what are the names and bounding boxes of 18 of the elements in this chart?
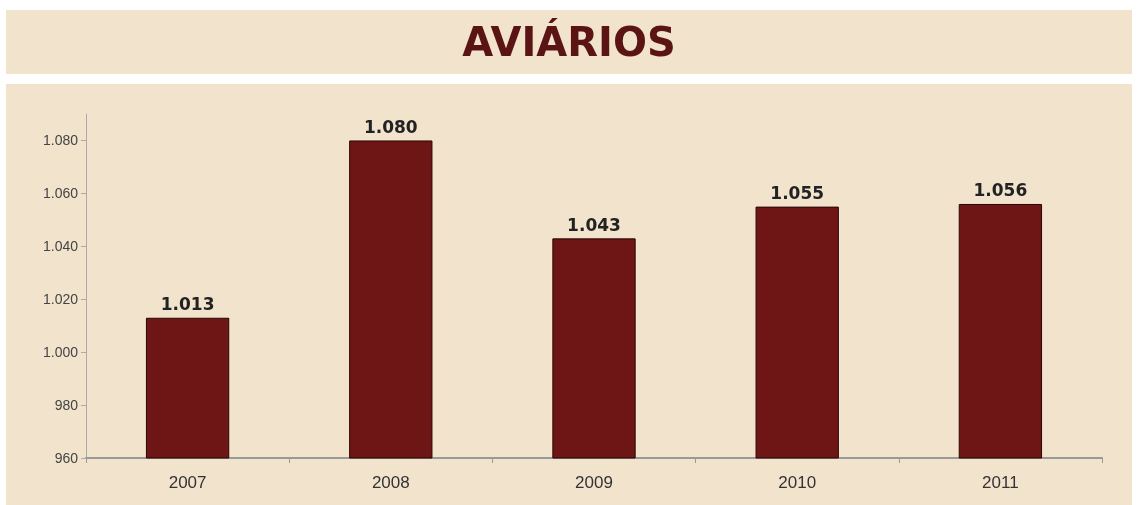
y-tick-label: 1.000	[42, 344, 79, 361]
y-tick-label: 1.080	[42, 132, 79, 149]
x-tick-label: 2011	[982, 473, 1019, 492]
x-tick-label: 2008	[371, 473, 410, 492]
x-tick-label: 2010	[778, 473, 817, 492]
y-tick-label: 1.040	[42, 238, 79, 255]
chart-title: AVIÁRIOS	[6, 10, 1132, 74]
y-tick-label: 960	[54, 450, 79, 466]
x-tick-label: 2009	[575, 473, 613, 492]
data-label: 1.013	[160, 294, 215, 315]
data-label: 1.043	[567, 214, 621, 235]
data-label: 1.080	[363, 116, 418, 137]
data-label: 1.055	[770, 183, 825, 204]
y-tick-label: 1.060	[42, 185, 79, 202]
data-label: 1.056	[973, 180, 1028, 201]
x-tick-label: 2007	[168, 473, 207, 492]
y-tick-label: 1.020	[42, 291, 79, 308]
y-tick-label: 980	[54, 397, 79, 414]
